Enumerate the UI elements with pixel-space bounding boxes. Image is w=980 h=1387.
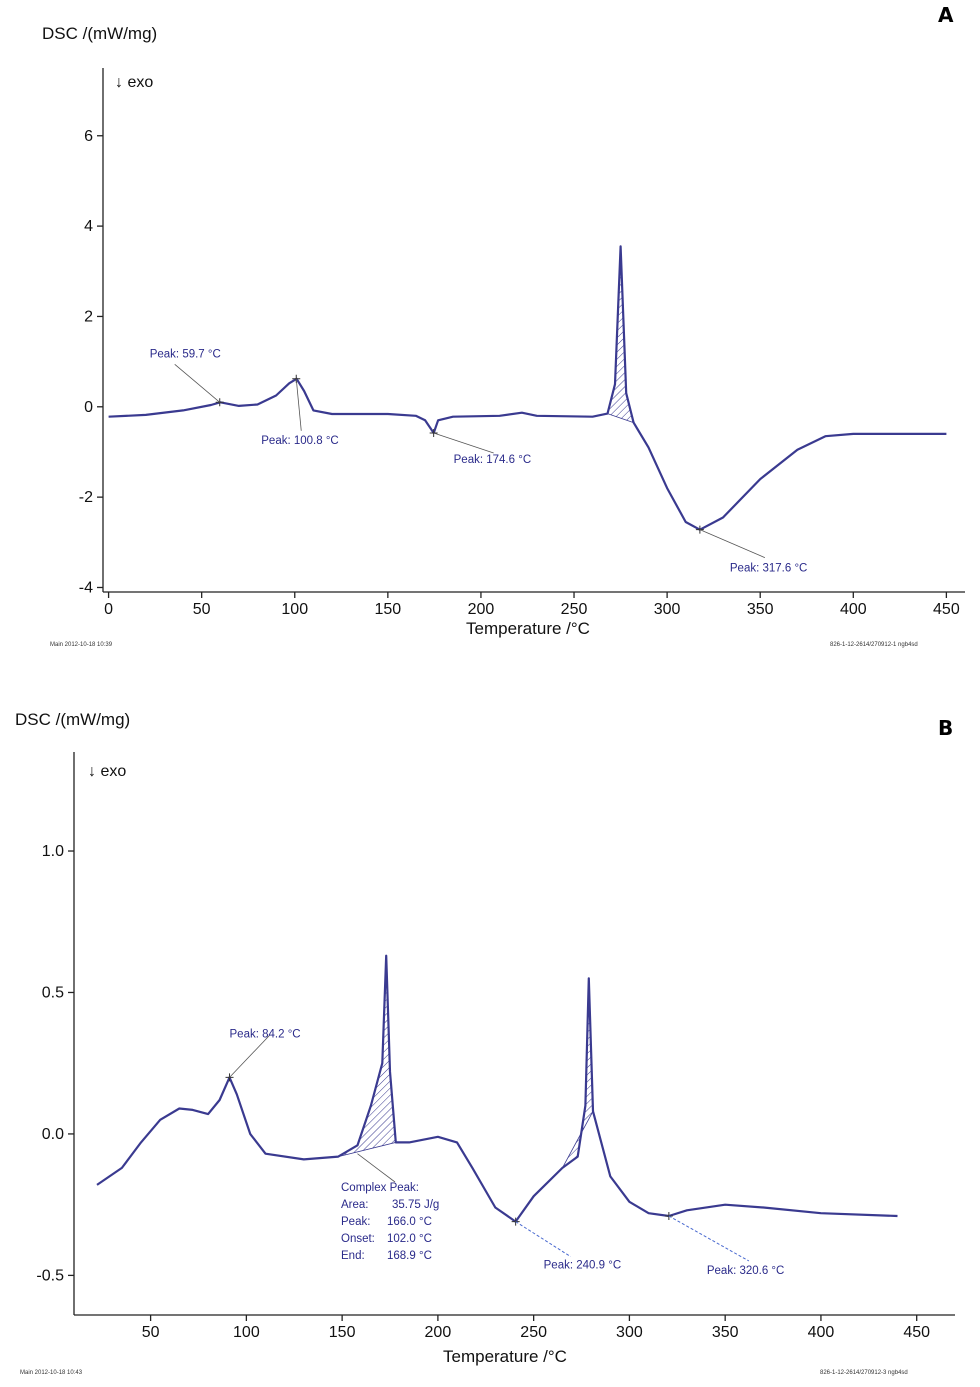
complex-peak-row-label: Peak: xyxy=(341,1216,370,1228)
panel-b-annotation-leader xyxy=(229,1035,270,1078)
panel-b-x-tick-label: 300 xyxy=(616,1324,643,1341)
panel-a-x-tick-label: 450 xyxy=(933,601,960,618)
complex-peak-title: Complex Peak: xyxy=(341,1182,419,1194)
complex-peak-row-value: 166.0 °C xyxy=(387,1216,432,1228)
panel-b-y-tick-label: -0.5 xyxy=(36,1267,64,1284)
panel-a-x-tick-label: 300 xyxy=(654,601,681,618)
panel-label-a: A xyxy=(938,3,954,27)
panel-a-peak-annotation: Peak: 100.8 °C xyxy=(261,435,338,447)
panel-b-dsc-curve xyxy=(96,954,898,1223)
panel-a-peak-annotation: Peak: 174.6 °C xyxy=(454,454,531,466)
panel-a-x-axis-label: Temperature /°C xyxy=(466,619,590,638)
panel-a-annotation-leader xyxy=(433,432,494,454)
panel-b-y-tick-label: 1.0 xyxy=(42,843,64,860)
panel-a-y-tick-label: 4 xyxy=(84,218,93,235)
panel-a-x-tick-label: 400 xyxy=(840,601,867,618)
panel-a-footer-right: 826-1-12-2614/270912-1 ngb4sd xyxy=(830,642,918,648)
panel-a-y-tick-label: 0 xyxy=(84,399,93,416)
complex-peak-row-label: End: xyxy=(341,1250,365,1262)
panel-b-peak-annotation: Peak: 84.2 °C xyxy=(230,1028,301,1040)
complex-peak-row-value: 35.75 J/g xyxy=(392,1199,439,1211)
panel-b-x-tick-label: 450 xyxy=(903,1324,930,1341)
panel-a-annotation-leader xyxy=(295,378,302,431)
panel-b-x-tick-label: 400 xyxy=(808,1324,835,1341)
panel-a-annotation-leader xyxy=(699,529,766,559)
panel-b-peak-annotation: Peak: 320.6 °C xyxy=(707,1265,784,1277)
panel-b-exo-label: ↓ exo xyxy=(88,763,126,780)
complex-peak-row-label: Onset: xyxy=(341,1233,375,1245)
panel-a-y-tick-label: -4 xyxy=(79,579,93,596)
panel-b-complex-peak-leader xyxy=(357,1153,396,1183)
complex-peak-row-value: 168.9 °C xyxy=(387,1250,432,1262)
complex-peak-row-value: 102.0 °C xyxy=(387,1233,432,1245)
panel-a-x-tick-label: 100 xyxy=(281,601,308,618)
panel-b-x-tick-label: 50 xyxy=(142,1324,160,1341)
plot-layer: 0 50 100 150 200 250 300 350 400 450 -4 -2 0 2 4 6 Peak:… xyxy=(36,68,965,1341)
panel-a-peak-annotation: Peak: 59.7 °C xyxy=(150,348,221,360)
panel-a-exo-label: ↓ exo xyxy=(115,74,153,91)
panel-a-y-tick-label: 6 xyxy=(84,128,93,145)
panel-a-peak-annotation: Peak: 317.6 °C xyxy=(730,563,807,575)
panel-b-x-tick-label: 150 xyxy=(329,1324,356,1341)
panel-a-annotation-leader xyxy=(174,363,220,403)
panel-b-footer-right: 826-1-12-2614/270912-3 ngb4sd xyxy=(820,1370,908,1376)
panel-a-y-tick-label: 2 xyxy=(84,308,93,325)
panel-a-y-axis-label: DSC /(mW/mg) xyxy=(42,24,157,43)
panel-b-peak-annotation: Peak: 240.9 °C xyxy=(544,1260,621,1272)
panel-label-b: B xyxy=(938,716,953,740)
panel-b-x-tick-label: 100 xyxy=(233,1324,260,1341)
panel-b-annotation-leader xyxy=(515,1221,571,1258)
panel-a-x-tick-label: 200 xyxy=(468,601,495,618)
panel-b-y-tick-label: 0.0 xyxy=(42,1126,64,1143)
panel-b-x-tick-label: 350 xyxy=(712,1324,739,1341)
complex-peak-row-label: Area: xyxy=(341,1199,369,1211)
panel-b-y-axis-label: DSC /(mW/mg) xyxy=(15,710,130,729)
panel-b-annotation-leader xyxy=(668,1215,750,1262)
panel-a-x-tick-label: 150 xyxy=(374,601,401,618)
panel-a-x-tick-label: 350 xyxy=(747,601,774,618)
panel-b-x-tick-label: 200 xyxy=(425,1324,452,1341)
panel-a-y-tick-label: -2 xyxy=(79,489,93,506)
complex-peak-box: Complex Peak: Area: 35.75 J/g Peak: 166.… xyxy=(341,1182,439,1262)
panel-b-y-tick-label: 0.5 xyxy=(42,984,64,1001)
panel-a-peak-marker xyxy=(215,398,224,407)
panel-a-x-tick-label: 50 xyxy=(193,601,211,618)
panel-a-footer-left: Main 2012-10-18 10:39 xyxy=(50,642,113,648)
panel-a-x-tick-label: 0 xyxy=(104,601,113,618)
panel-b-x-tick-label: 250 xyxy=(520,1324,547,1341)
panel-b-footer-left: Main 2012-10-18 10:43 xyxy=(20,1370,83,1376)
panel-b-x-axis-label: Temperature /°C xyxy=(443,1347,567,1366)
panel-a-dsc-curve xyxy=(108,245,947,531)
panel-a-x-tick-label: 250 xyxy=(561,601,588,618)
